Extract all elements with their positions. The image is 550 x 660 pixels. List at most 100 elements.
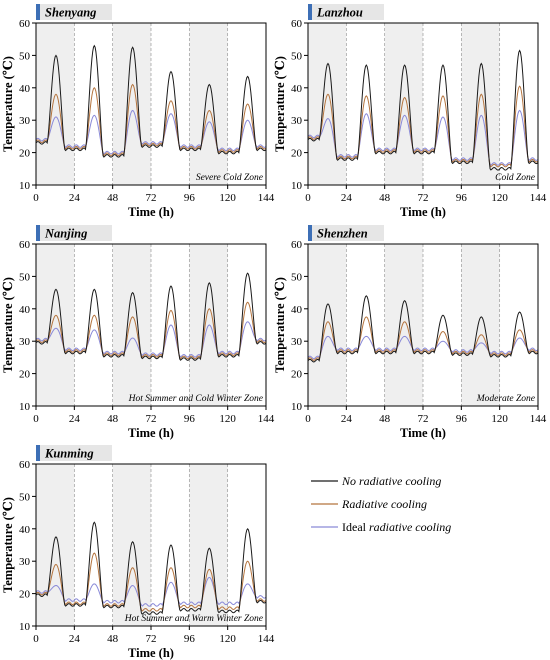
y-tick-label: 40	[291, 83, 303, 95]
shade-band-1	[112, 244, 151, 406]
y-tick-label: 50	[19, 271, 31, 283]
x-tick-label: 0	[33, 633, 39, 645]
legend-item-no-cooling: No radiative cooling	[311, 474, 441, 488]
y-tick-label: 10	[291, 401, 303, 413]
x-tick-label: 96	[456, 192, 468, 204]
shade-band-0	[308, 23, 347, 185]
panel-kunming: 10 20 30 40 50 60 0 24 48 72 96 120 144 Time (h) Tempe…	[1, 445, 275, 660]
y-tick-label: 60	[19, 459, 31, 471]
series-radiative-cooling	[307, 85, 539, 168]
x-tick-label: 144	[530, 413, 547, 425]
series-ideal-radiative-cooling	[307, 335, 539, 360]
zone-annotation: Hot Summer and Warm Winter Zone	[124, 614, 263, 624]
y-axis-title: Temperature (℃)	[273, 56, 287, 152]
y-tick-label: 20	[19, 589, 31, 601]
series-radiative-cooling	[35, 83, 267, 157]
legend-item-radiative: Radiative cooling	[311, 497, 427, 511]
shade-band-1	[384, 23, 423, 185]
shade-band-0	[36, 244, 75, 406]
title-bar-accent	[36, 445, 40, 461]
x-tick-label: 0	[305, 413, 311, 425]
y-tick-label: 60	[291, 239, 303, 251]
y-axis-title: Temperature (℃)	[1, 277, 15, 373]
x-tick-label: 72	[146, 413, 157, 425]
legend-label-part: No radiative cooling	[341, 474, 441, 488]
y-tick-label: 50	[291, 271, 303, 283]
title-bar	[308, 225, 384, 241]
title-bar	[36, 225, 112, 241]
x-tick-label: 144	[258, 192, 275, 204]
x-tick-label: 120	[491, 413, 508, 425]
x-axis-title: Time (h)	[128, 646, 174, 660]
y-tick-label: 10	[291, 180, 303, 192]
panel-title: Lanzhou	[316, 6, 363, 20]
y-tick-label: 10	[19, 401, 31, 413]
x-tick-label: 24	[69, 192, 81, 204]
y-tick-label: 40	[19, 304, 31, 316]
shade-band-1	[384, 244, 423, 406]
x-tick-label: 120	[219, 192, 236, 204]
series-ideal-radiative-cooling	[35, 109, 267, 155]
panel-title: Shenyang	[45, 6, 96, 20]
y-axis-title: Temperature (℃)	[273, 277, 287, 373]
y-tick-label: 60	[19, 239, 31, 251]
zone-annotation: Severe Cold Zone	[196, 173, 263, 183]
legend-label: No radiative cooling	[341, 474, 441, 488]
legend-label: Ideal radiative cooling	[342, 520, 451, 534]
shade-band-1	[112, 464, 151, 626]
shade-band-2	[461, 23, 500, 185]
series-ideal-radiative-cooling	[307, 109, 539, 166]
panel-title: Shenzhen	[317, 227, 368, 241]
x-tick-label: 24	[69, 633, 81, 645]
x-axis-title: Time (h)	[128, 205, 174, 219]
series-radiative-cooling	[35, 301, 267, 360]
shade-band-2	[189, 23, 228, 185]
x-tick-label: 144	[530, 192, 547, 204]
y-tick-label: 30	[291, 115, 303, 127]
x-tick-label: 24	[341, 413, 353, 425]
y-tick-label: 40	[19, 83, 31, 95]
legend-label-part: Radiative cooling	[341, 497, 427, 511]
panel-title: Nanjing	[44, 227, 87, 241]
y-tick-label: 30	[291, 336, 303, 348]
x-axis-title: Time (h)	[400, 205, 446, 219]
y-tick-label: 20	[291, 369, 303, 381]
legend-label-part: radiative cooling	[369, 520, 451, 534]
title-bar-accent	[308, 4, 312, 20]
x-tick-label: 48	[379, 192, 391, 204]
x-tick-label: 24	[341, 192, 353, 204]
y-tick-label: 60	[291, 18, 303, 30]
panel-shenzhen: 10 20 30 40 50 60 0 24 48 72 96 120 144 Time (h) Tempe…	[273, 225, 547, 440]
y-tick-label: 40	[291, 304, 303, 316]
x-tick-label: 144	[258, 413, 275, 425]
x-tick-label: 48	[107, 413, 119, 425]
y-tick-label: 30	[19, 556, 31, 568]
zone-annotation: Cold Zone	[495, 173, 535, 183]
x-tick-label: 96	[184, 192, 196, 204]
series-radiative-cooling	[35, 552, 267, 612]
y-tick-label: 20	[19, 148, 31, 160]
panel-lanzhou: 10 20 30 40 50 60 0 24 48 72 96 120 144 Time (h) Tempe…	[273, 4, 547, 219]
zone-annotation: Hot Summer and Cold Winter Zone	[128, 394, 263, 404]
series-no-radiative-cooling	[35, 44, 267, 158]
y-tick-label: 50	[19, 491, 31, 503]
x-tick-label: 72	[418, 413, 429, 425]
x-tick-label: 0	[33, 192, 39, 204]
x-tick-label: 120	[491, 192, 508, 204]
shade-band-0	[308, 244, 347, 406]
legend-item-ideal: Ideal radiative cooling	[311, 520, 451, 534]
y-tick-label: 20	[19, 369, 31, 381]
y-tick-label: 10	[19, 180, 31, 192]
series-ideal-radiative-cooling	[35, 576, 267, 607]
y-tick-label: 30	[19, 115, 31, 127]
legend-label: Radiative cooling	[341, 497, 427, 511]
x-tick-label: 72	[146, 633, 157, 645]
x-tick-label: 72	[146, 192, 157, 204]
series-no-radiative-cooling	[307, 49, 539, 171]
x-tick-label: 72	[418, 192, 429, 204]
x-tick-label: 48	[379, 413, 391, 425]
y-tick-label: 40	[19, 524, 31, 536]
y-tick-label: 10	[19, 621, 31, 633]
series-no-radiative-cooling	[307, 295, 539, 363]
